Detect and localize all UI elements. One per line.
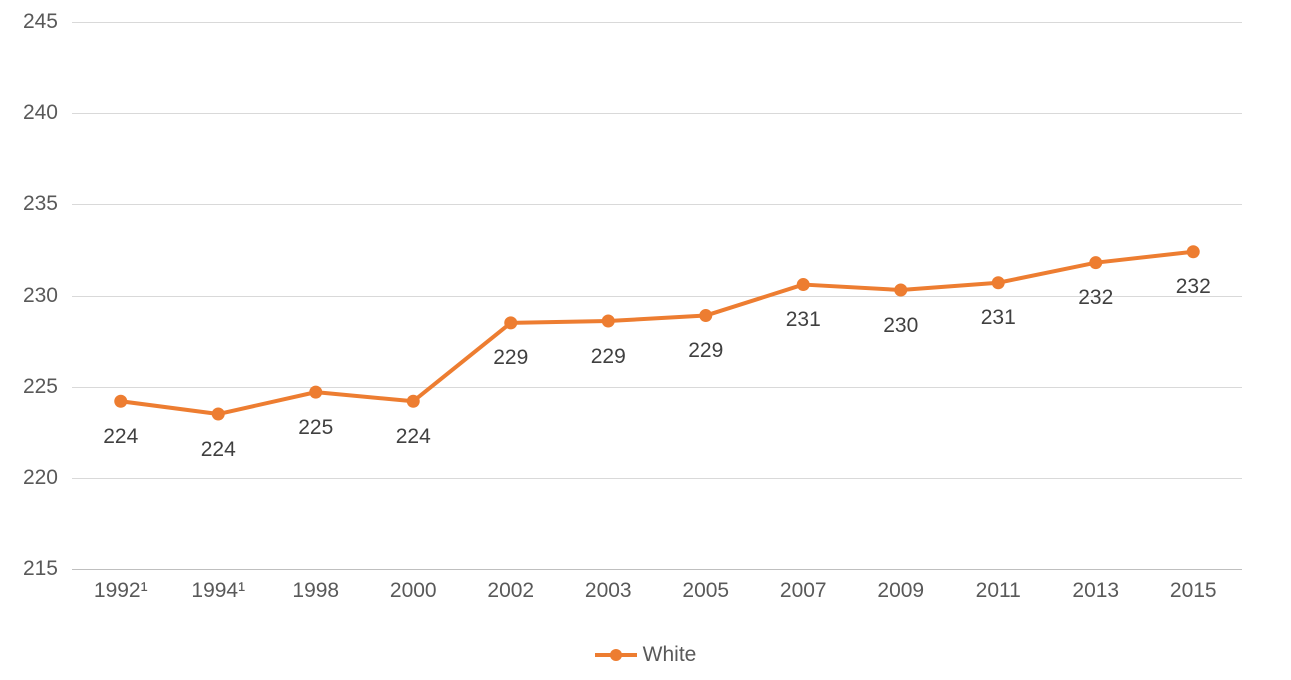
data-label: 231 (786, 308, 821, 332)
data-label: 232 (1078, 286, 1113, 310)
legend-swatch (595, 653, 637, 657)
data-label: 224 (103, 425, 138, 449)
series-marker (505, 317, 517, 329)
data-label: 232 (1176, 275, 1211, 299)
line-chart: 2152202252302352402451992¹1994¹199820002… (0, 0, 1291, 680)
data-label: 230 (883, 314, 918, 338)
data-label: 229 (688, 339, 723, 363)
legend: White (0, 639, 1291, 667)
series-marker (310, 386, 322, 398)
legend-marker-icon (610, 649, 622, 661)
data-label: 225 (298, 416, 333, 440)
series-marker (1090, 257, 1102, 269)
chart-series-layer (0, 0, 1291, 680)
series-marker (212, 408, 224, 420)
series-marker (797, 279, 809, 291)
data-label: 231 (981, 306, 1016, 330)
data-label: 229 (493, 346, 528, 370)
legend-item: White (595, 643, 697, 667)
series-marker (700, 310, 712, 322)
series-marker (992, 277, 1004, 289)
series-marker (1187, 246, 1199, 258)
data-label: 229 (591, 345, 626, 369)
series-line (121, 252, 1194, 414)
series-marker (602, 315, 614, 327)
series-marker (895, 284, 907, 296)
data-label: 224 (396, 425, 431, 449)
legend-label: White (643, 643, 697, 667)
series-marker (407, 395, 419, 407)
series-marker (115, 395, 127, 407)
data-label: 224 (201, 438, 236, 462)
